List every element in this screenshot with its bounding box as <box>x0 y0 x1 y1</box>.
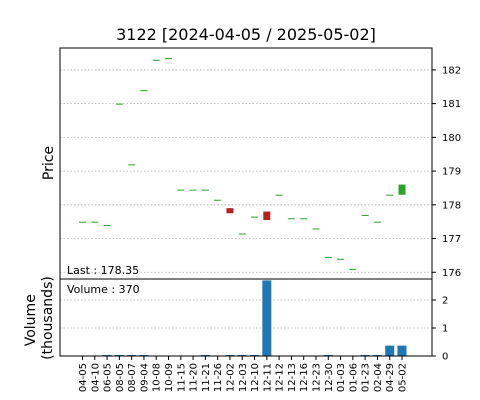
price-candle-body <box>214 199 222 201</box>
price-y-ticks: 176 177 178 179 180 181 182 <box>432 65 461 279</box>
x-tick-label: 12-02 <box>225 363 236 392</box>
x-tick-label: 04-05 <box>78 363 89 392</box>
volume-tick-label: 1 <box>442 324 448 335</box>
x-tick-label: 11-15 <box>176 363 187 392</box>
price-candle-body <box>103 225 111 227</box>
price-candle-body <box>251 216 259 218</box>
x-tick-label: 12-23 <box>311 363 322 392</box>
x-tick-label: 12-16 <box>299 363 310 392</box>
price-candle-body <box>312 228 320 230</box>
x-tick-label: 11-20 <box>189 363 200 392</box>
x-tick-label: 01-23 <box>361 363 372 392</box>
x-tick-label: 01-06 <box>348 363 359 392</box>
price-candle-body <box>165 58 173 60</box>
price-candle-body <box>226 208 234 214</box>
price-tick-label: 181 <box>442 99 461 110</box>
x-tick-label: 12-12 <box>275 363 286 392</box>
price-candle-body <box>91 221 99 223</box>
x-tick-label: 12-03 <box>238 363 249 392</box>
x-axis-ticks: 04-05 04-10 06-05 08-05 08-07 09-04 10-08 10-09… <box>78 356 409 392</box>
price-candle-body <box>115 103 123 105</box>
x-tick-label: 12-10 <box>250 363 261 392</box>
price-candle-body <box>275 194 283 196</box>
price-candle-body <box>140 90 148 92</box>
x-tick-label: 12-13 <box>287 363 298 392</box>
x-tick-label: 04-10 <box>90 363 101 392</box>
x-tick-label: 06-05 <box>103 363 114 392</box>
price-grid <box>60 69 432 273</box>
volume-bar <box>385 345 395 356</box>
last-price-annotation: Last : 178.35 <box>67 264 139 277</box>
price-candle-body <box>263 211 271 220</box>
volume-panel-frame <box>59 278 433 357</box>
price-candle-body <box>300 218 308 220</box>
price-panel-frame <box>59 47 433 280</box>
x-tick-label: 05-02 <box>398 363 409 392</box>
price-tick-label: 176 <box>442 268 461 279</box>
volume-bar <box>397 345 407 356</box>
volume-bars <box>102 280 407 356</box>
price-candle-body <box>189 189 197 191</box>
price-candle-body <box>152 59 160 61</box>
price-candle-body <box>361 214 369 216</box>
volume-bar <box>262 280 272 356</box>
price-y-axis-label: Price <box>41 146 57 180</box>
price-tick-label: 177 <box>442 234 461 245</box>
price-candle-body <box>177 189 185 191</box>
x-tick-label: 01-03 <box>336 363 347 392</box>
x-tick-label: 11-21 <box>201 363 212 392</box>
price-candle-body <box>386 194 394 196</box>
volume-tick-label: 2 <box>442 296 448 307</box>
chart-title: 3122 [2024-04-05 / 2025-05-02] <box>116 25 376 44</box>
x-tick-label: 10-08 <box>152 363 163 392</box>
x-tick-label: 12-30 <box>324 363 335 392</box>
price-tick-label: 182 <box>442 65 461 76</box>
x-tick-label: 12-11 <box>262 363 273 392</box>
x-tick-label: 08-05 <box>115 363 126 392</box>
price-candle-body <box>238 233 246 235</box>
price-candle-body <box>128 164 136 166</box>
price-tick-label: 180 <box>442 133 461 144</box>
price-tick-label: 179 <box>442 167 461 178</box>
price-candle-body <box>201 189 209 191</box>
volume-tick-label: 0 <box>442 352 448 363</box>
price-candles <box>79 58 406 270</box>
x-tick-label: 09-04 <box>139 363 150 392</box>
volume-annotation: Volume : 370 <box>67 283 140 296</box>
volume-y-axis-label-line-1: Volume <box>23 294 39 346</box>
price-candle-body <box>337 258 345 260</box>
x-tick-label: 08-07 <box>127 363 138 392</box>
volume-grid <box>60 299 432 357</box>
price-candle-body <box>349 268 357 270</box>
x-tick-label: 04-29 <box>385 363 396 392</box>
x-tick-label: 11-26 <box>213 363 224 392</box>
price-candle-body <box>324 257 332 259</box>
x-tick-label: 02-04 <box>373 363 384 392</box>
volume-y-ticks: 0 1 2 <box>432 296 448 363</box>
price-candle-body <box>373 221 381 223</box>
price-candle-body <box>79 221 86 223</box>
volume-panel: 0 1 2 Volume (thousands) Volume : 370 <box>23 276 448 362</box>
volume-y-axis-label-line-2: (thousands) <box>40 276 56 360</box>
price-panel: 176 177 178 179 180 181 182 Price Last : 178.3… <box>41 47 461 280</box>
x-tick-label: 10-09 <box>164 363 175 392</box>
price-candle-body <box>398 184 406 195</box>
price-tick-label: 178 <box>442 200 461 211</box>
volume-y-axis-label: Volume (thousands) <box>23 276 56 360</box>
price-candle-body <box>287 218 295 220</box>
